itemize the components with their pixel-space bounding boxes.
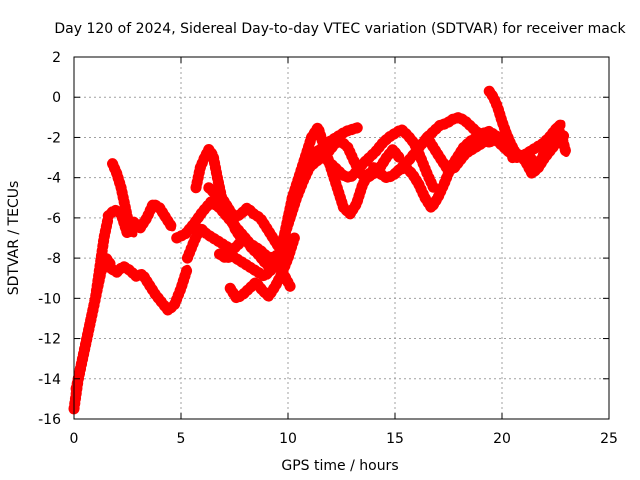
data-series-markers-track-18 xyxy=(421,117,568,176)
y-tick-label: 2 xyxy=(52,50,61,66)
y-axis-label: SDTVAR / TECUs xyxy=(6,181,22,296)
data-series-markers-track-15 xyxy=(286,123,439,204)
x-tick-label: 15 xyxy=(386,431,404,447)
data-series-markers-track-20 xyxy=(507,129,570,180)
x-tick-label: 20 xyxy=(493,431,511,447)
grid xyxy=(74,57,609,419)
data-series-markers-track-10 xyxy=(214,248,296,292)
axis-ticks: 0 5 10 15 20 25 -16 -14 -12 -10 -8 -6 -4 -2 0 2 xyxy=(38,50,618,447)
data-series-markers-track-11 xyxy=(224,232,300,304)
plot-frame xyxy=(73,56,610,420)
x-tick-label: 10 xyxy=(279,431,297,447)
y-tick-label: -10 xyxy=(38,291,61,307)
x-tick-label: 5 xyxy=(177,431,186,447)
data-series-markers-track-17 xyxy=(389,111,497,180)
y-tick-label: -2 xyxy=(47,130,61,146)
y-tick-label: -8 xyxy=(47,251,61,267)
y-tick-label: 0 xyxy=(52,90,61,106)
y-tick-label: -6 xyxy=(47,211,61,227)
y-tick-label: -16 xyxy=(38,412,61,428)
data-series-markers-track-19 xyxy=(483,85,572,172)
y-tick-label: -4 xyxy=(47,171,61,187)
x-tick-label: 0 xyxy=(70,431,79,447)
x-tick-label: 25 xyxy=(600,431,618,447)
data-series-markers-track-4 xyxy=(102,198,178,240)
data-series-markers-track-3 xyxy=(98,258,193,316)
y-tick-label: -12 xyxy=(38,332,61,348)
data-series-markers-track-9 xyxy=(203,182,294,264)
data-series-markers-track-5 xyxy=(107,158,140,240)
x-axis-label: GPS time / hours xyxy=(281,458,398,474)
y-tick-label: -14 xyxy=(38,372,61,388)
chart-title: Day 120 of 2024, Sidereal Day-to-day VTE… xyxy=(54,21,626,37)
data-series-group xyxy=(68,85,572,415)
